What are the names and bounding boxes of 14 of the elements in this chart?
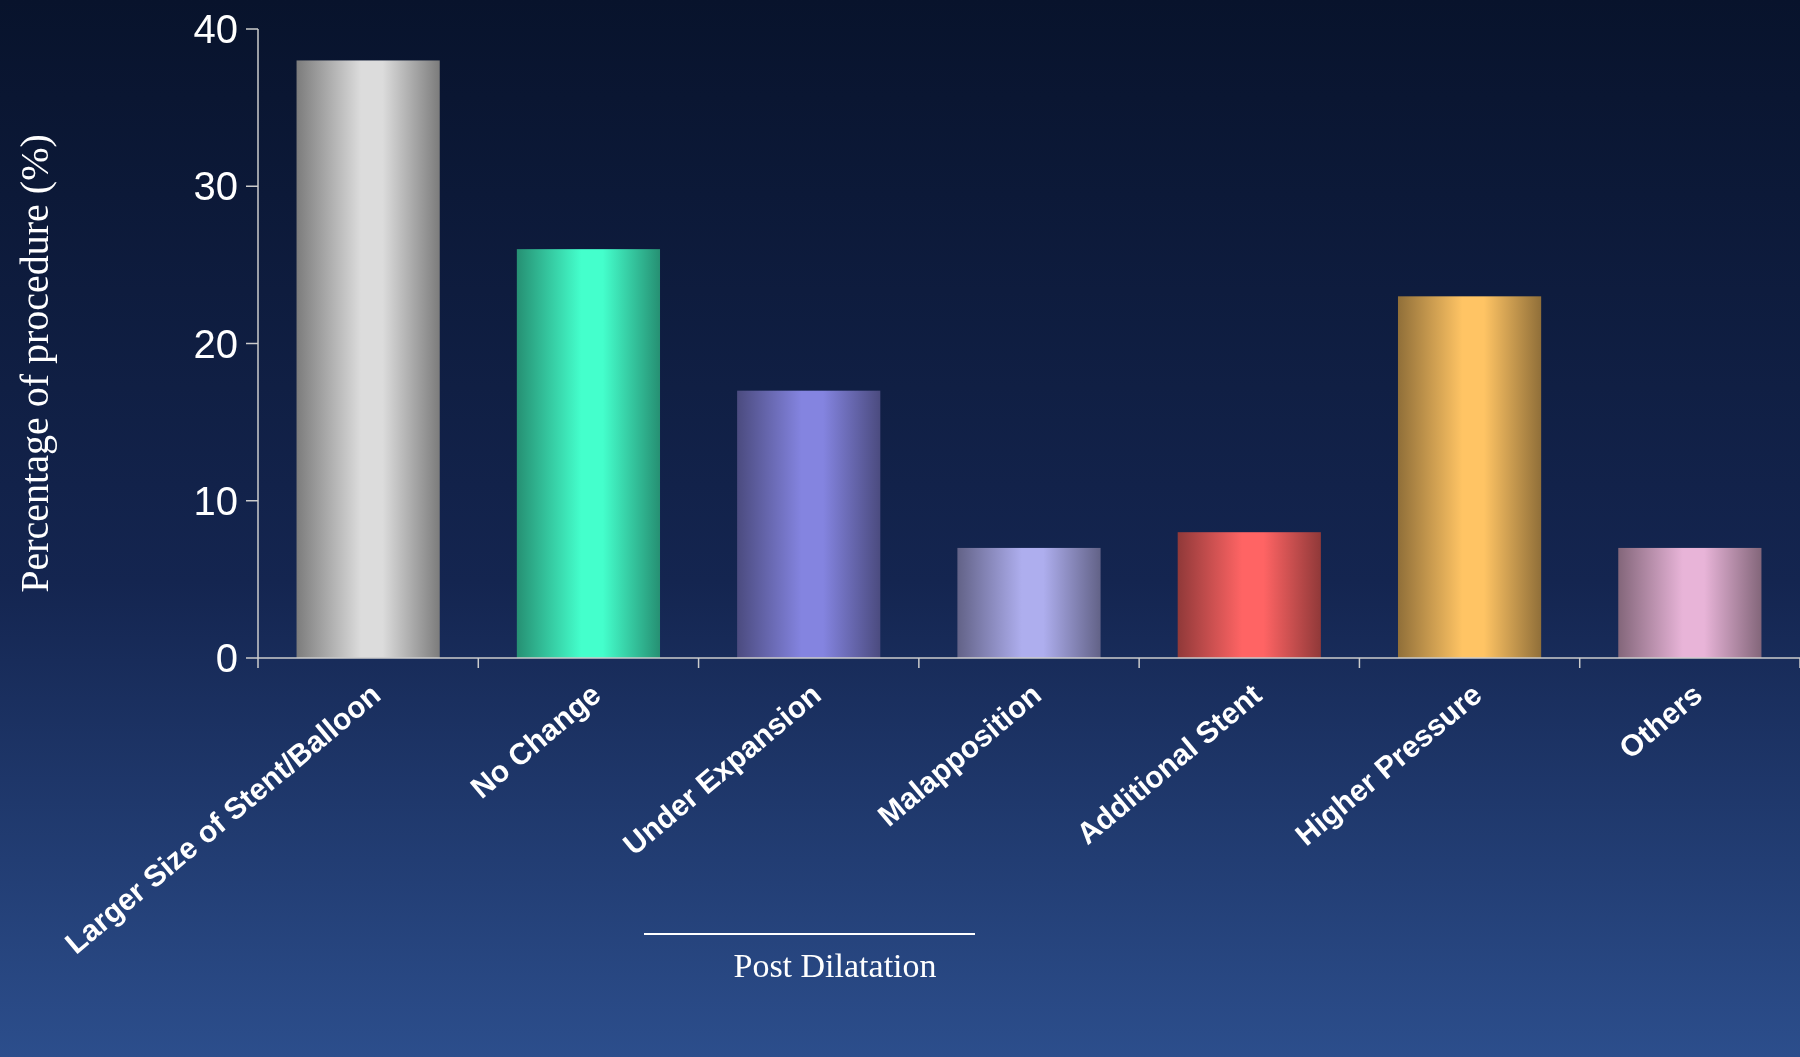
y-tick-label: 30: [193, 164, 238, 209]
bar: [1618, 547, 1762, 658]
bar: [296, 60, 440, 658]
y-tick-label: 10: [193, 478, 238, 523]
bar: [1397, 296, 1542, 658]
bar: [737, 390, 881, 658]
bar: [957, 547, 1101, 658]
text: Post Dilatation: [733, 947, 937, 984]
y-tick-label: 20: [193, 321, 238, 366]
y-tick-label: 40: [193, 7, 238, 51]
bar: [1177, 532, 1321, 658]
y-tick-label: 0: [215, 636, 238, 680]
y-axis-title: Percentage of procedure (%): [12, 134, 57, 593]
bar: [516, 249, 661, 658]
